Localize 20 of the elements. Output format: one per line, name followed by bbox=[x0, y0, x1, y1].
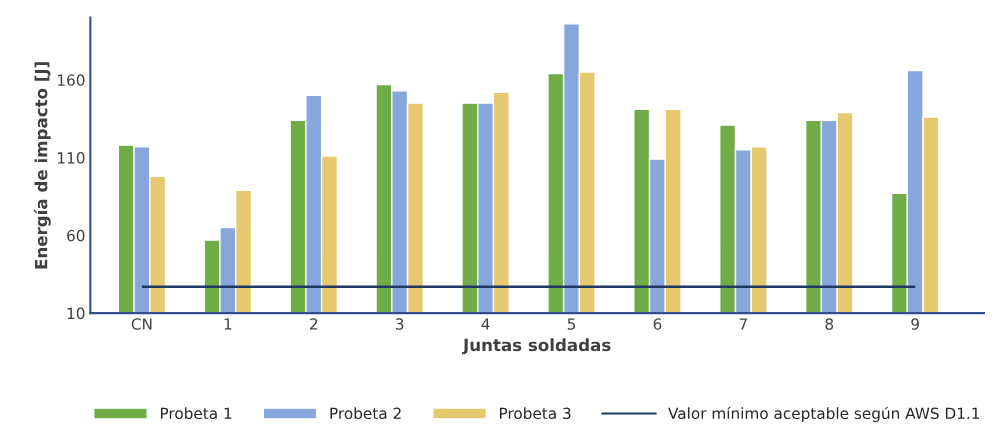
y-tick-label: 160 bbox=[58, 74, 85, 86]
x-tick-label: 2 bbox=[310, 318, 318, 330]
legend-label: Probeta 1 bbox=[160, 407, 232, 420]
legend-label: Probeta 3 bbox=[499, 407, 571, 420]
x-tick-label: 8 bbox=[825, 318, 834, 330]
legend-label: Probeta 2 bbox=[330, 407, 401, 420]
y-tick-label: 10 bbox=[67, 307, 85, 320]
y-tick-label: 60 bbox=[67, 229, 85, 242]
y-tick-label: 110 bbox=[58, 152, 85, 164]
y-axis-title: Energía de impacto [J] bbox=[33, 62, 51, 269]
x-tick-label: 7 bbox=[739, 318, 747, 330]
x-tick-label: 4 bbox=[481, 318, 490, 330]
x-tick-label: 9 bbox=[911, 318, 919, 330]
x-tick-label: 1 bbox=[224, 318, 232, 330]
x-tick-label: 6 bbox=[653, 318, 662, 330]
x-tick-label: 5 bbox=[567, 318, 576, 330]
x-tick-label: CN bbox=[131, 318, 152, 330]
legend-label: Valor mínimo aceptable según AWS D1.1 bbox=[668, 406, 980, 423]
x-axis-title: Juntas soldadas bbox=[462, 338, 611, 355]
x-tick-label: 3 bbox=[395, 318, 404, 330]
